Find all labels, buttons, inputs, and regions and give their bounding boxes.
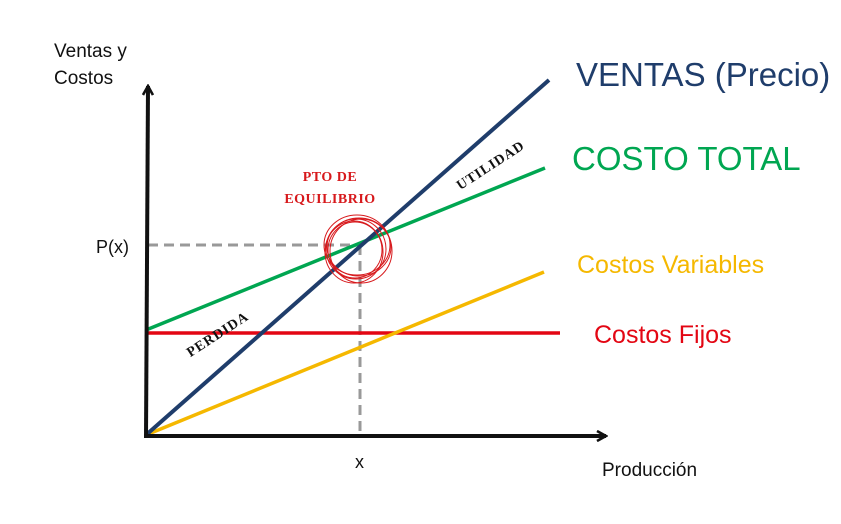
y-axis [146,86,148,438]
x-tick-label: x [355,452,364,472]
costos-variables-legend-label: Costos Variables [577,251,764,279]
costo-total-legend-label: COSTO TOTAL [572,140,801,177]
break-even-point-marker [323,214,393,284]
ventas-line [144,78,551,437]
costo-total-line [145,166,546,332]
x-axis-title: Producción [602,460,697,481]
costos-fijos-legend-label: Costos Fijos [594,321,732,349]
px-tick-label: P(x) [96,237,129,257]
break-even-label-line2: EQUILIBRIO [284,192,375,207]
ventas-legend-label: VENTAS (Precio) [576,56,830,93]
utilidad-label: UTILIDAD [454,139,528,194]
y-axis-title-line1: Ventas y [54,41,127,62]
costos-variables-line [145,270,545,437]
y-axis-title-line2: Costos [54,68,113,89]
break-even-label-line1: PTO DE [303,170,357,185]
